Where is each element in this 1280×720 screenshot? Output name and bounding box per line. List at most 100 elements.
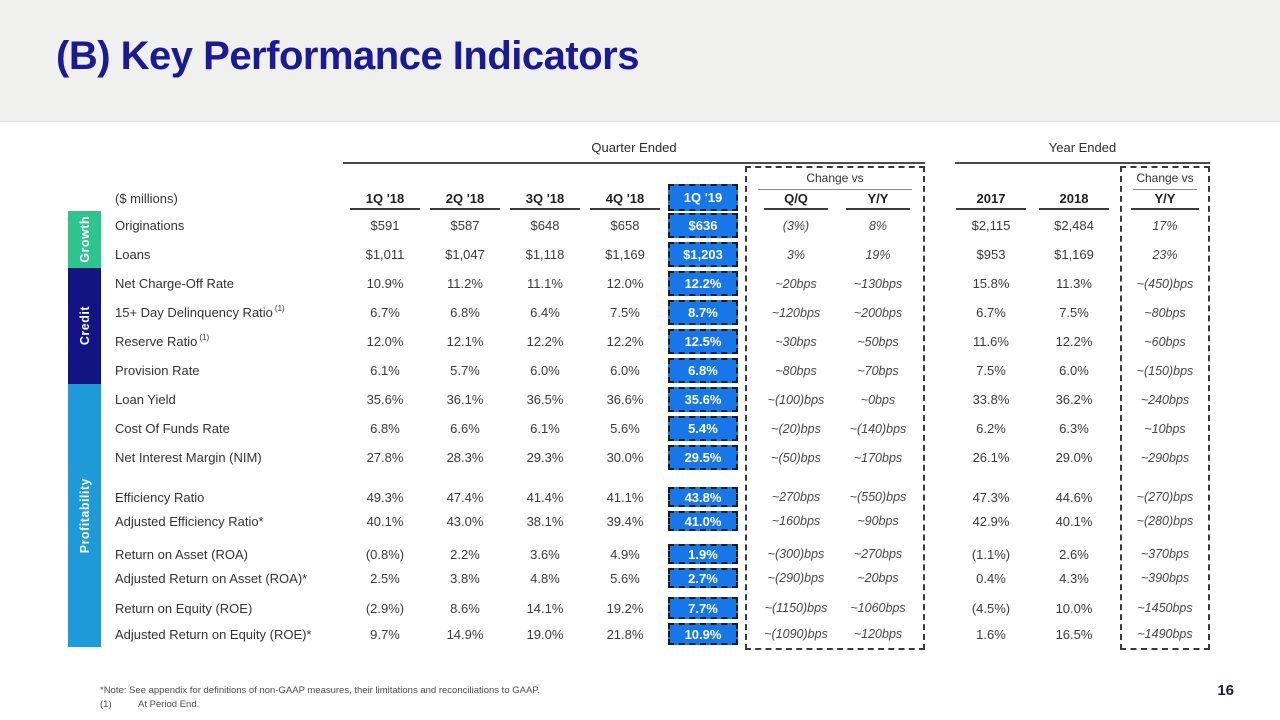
- value-qoq-change: ~20bps: [775, 276, 817, 291]
- value-year-yoy-change: ~(450)bps: [1136, 276, 1194, 291]
- value-2q18: 47.4%: [446, 489, 484, 505]
- value-4q18: 19.2%: [606, 600, 644, 616]
- table-row: Return on Asset (ROA) (0.8%) 2.2% 3.6% 4…: [0, 542, 1280, 566]
- value-3q18: 11.1%: [527, 276, 563, 291]
- table-row: Adjusted Return on Asset (ROA)* 2.5% 3.8…: [0, 566, 1280, 590]
- value-2q18: 43.0%: [446, 513, 484, 529]
- metric-label-text: Cost Of Funds Rate: [115, 421, 230, 436]
- metric-label: Originations: [115, 211, 350, 240]
- value-yoy-change: 8%: [868, 218, 888, 233]
- value-year-yoy-change: ~80bps: [1144, 305, 1186, 320]
- value-2q18: 2.2%: [450, 546, 480, 562]
- value-4q18: 6.0%: [610, 363, 640, 378]
- value-2017: 11.6%: [973, 334, 1009, 349]
- value-1q19-highlight-cell: 12.5%: [668, 327, 738, 356]
- value-4q18: 12.2%: [606, 334, 644, 349]
- value-3q18: 3.6%: [530, 546, 560, 562]
- col-header-qoq: Q/Q: [764, 188, 828, 210]
- col-header-yoy: Y/Y: [846, 188, 910, 210]
- footnote-1: (1) At Period End.: [100, 698, 540, 712]
- value-year-yoy-change: 17%: [1152, 218, 1178, 233]
- metric-label-text: Efficiency Ratio: [115, 489, 205, 505]
- category-bar-profitability: Profitability: [68, 384, 101, 647]
- value-2017: (1.1%): [971, 546, 1011, 562]
- value-2018: 36.2%: [1055, 392, 1093, 407]
- value-2017: 42.9%: [972, 513, 1010, 529]
- value-3q18: 29.3%: [526, 450, 564, 465]
- value-yoy-change: 19%: [865, 247, 891, 262]
- metric-label-text: 15+ Day Delinquency Ratio: [115, 305, 273, 320]
- value-1q19-highlight-cell: 10.9%: [668, 621, 738, 647]
- value-year-yoy-change: ~290bps: [1140, 450, 1190, 465]
- metric-label: Provision Rate: [115, 356, 350, 385]
- value-year-yoy-change: ~1490bps: [1137, 627, 1193, 641]
- value-3q18: 14.1%: [526, 600, 564, 616]
- value-1q19: 1.9%: [668, 544, 738, 564]
- col-header-2q18: 2Q '18: [430, 188, 500, 210]
- value-qoq-change: ~(50)bps: [771, 450, 821, 465]
- value-3q18: 6.1%: [530, 421, 560, 436]
- page-title: (B) Key Performance Indicators: [56, 34, 639, 78]
- value-1q18: $591: [370, 218, 400, 233]
- value-1q19: 43.8%: [668, 487, 738, 507]
- value-1q18: 2.5%: [370, 570, 400, 586]
- metric-label-text: Originations: [115, 218, 185, 233]
- value-2018: 7.5%: [1059, 305, 1089, 320]
- value-qoq-change: 3%: [786, 247, 806, 262]
- value-3q18: 36.5%: [526, 392, 564, 407]
- value-qoq-change: (3%): [782, 218, 810, 233]
- value-1q18: 6.8%: [370, 421, 400, 436]
- value-2018: 2.6%: [1059, 546, 1089, 562]
- metric-label: 15+ Day Delinquency Ratio (1): [115, 298, 350, 327]
- category-bar-growth: Growth: [68, 211, 101, 268]
- table-row: Efficiency Ratio 49.3% 47.4% 41.4% 41.1%…: [0, 485, 1280, 509]
- value-2018: 4.3%: [1059, 570, 1089, 586]
- value-year-yoy-change: 23%: [1152, 247, 1178, 262]
- metric-label: Loan Yield: [115, 385, 350, 414]
- value-1q19: 12.5%: [668, 329, 738, 354]
- value-qoq-change: ~(20)bps: [771, 421, 821, 436]
- value-3q18: 19.0%: [526, 626, 564, 642]
- value-1q19: 2.7%: [668, 568, 738, 588]
- value-1q19: 41.0%: [668, 511, 738, 531]
- value-2q18: 14.9%: [446, 626, 484, 642]
- value-yoy-change: ~(140)bps: [849, 421, 907, 436]
- value-year-yoy-change: ~370bps: [1140, 547, 1190, 561]
- value-1q19-highlight-cell: $1,203: [668, 240, 738, 269]
- metric-label: Adjusted Efficiency Ratio*: [115, 509, 350, 533]
- value-qoq-change: ~30bps: [775, 334, 817, 349]
- value-1q18: 6.7%: [370, 305, 400, 320]
- footnote-note: *Note: See appendix for definitions of n…: [100, 685, 541, 696]
- value-2017: 15.8%: [972, 276, 1010, 291]
- value-2017: $2,115: [971, 218, 1011, 233]
- value-1q18: 6.1%: [370, 363, 400, 378]
- value-1q19: $636: [668, 213, 738, 238]
- value-4q18: 12.0%: [606, 276, 644, 291]
- value-1q19-highlight-cell: 29.5%: [668, 443, 738, 472]
- value-2q18: 36.1%: [446, 392, 484, 407]
- table-row: Loans $1,011 $1,047 $1,118 $1,169 $1,203…: [0, 240, 1280, 269]
- value-qoq-change: ~(300)bps: [767, 547, 825, 561]
- value-year-yoy-change: ~(150)bps: [1136, 363, 1194, 378]
- value-2018: 40.1%: [1055, 513, 1093, 529]
- table-row: Cost Of Funds Rate 6.8% 6.6% 6.1% 5.6% 5…: [0, 414, 1280, 443]
- value-1q19: $1,203: [668, 242, 738, 267]
- metric-label: Return on Equity (ROE): [115, 595, 350, 621]
- value-1q19-highlight-cell: 12.2%: [668, 269, 738, 298]
- value-year-yoy-change: ~(270)bps: [1136, 490, 1194, 504]
- value-2q18: 8.6%: [450, 600, 480, 616]
- table-row: Provision Rate 6.1% 5.7% 6.0% 6.0% 6.8% …: [0, 356, 1280, 385]
- value-2018: 11.3%: [1056, 276, 1092, 291]
- value-2017: 6.7%: [976, 305, 1006, 320]
- table-row: Adjusted Efficiency Ratio* 40.1% 43.0% 3…: [0, 509, 1280, 533]
- value-2q18: 5.7%: [450, 363, 480, 378]
- value-1q19-highlight-cell: 43.8%: [668, 485, 738, 509]
- value-2017: 26.1%: [972, 450, 1010, 465]
- metric-label-text: Provision Rate: [115, 363, 200, 378]
- value-1q19-highlight-cell: 5.4%: [668, 414, 738, 443]
- value-qoq-change: ~(1150)bps: [764, 601, 828, 615]
- value-yoy-change: ~0bps: [860, 392, 896, 407]
- value-3q18: $648: [530, 218, 560, 233]
- value-1q19-highlight-cell: 7.7%: [668, 595, 738, 621]
